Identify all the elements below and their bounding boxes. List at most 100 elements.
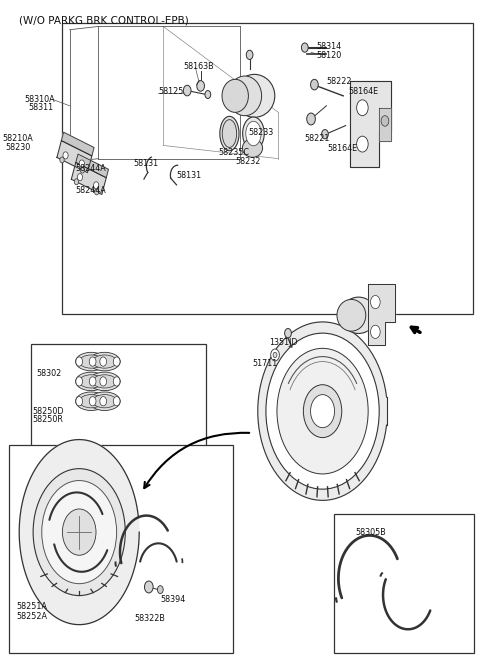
- Text: 58244A: 58244A: [75, 186, 106, 195]
- Circle shape: [357, 136, 368, 152]
- Polygon shape: [61, 132, 94, 156]
- Ellipse shape: [79, 355, 103, 368]
- Circle shape: [33, 469, 125, 596]
- Circle shape: [285, 329, 291, 338]
- Circle shape: [322, 130, 328, 139]
- Circle shape: [95, 189, 99, 195]
- Circle shape: [371, 325, 380, 338]
- Circle shape: [266, 333, 379, 489]
- Text: 58163B: 58163B: [183, 62, 214, 71]
- Circle shape: [301, 43, 308, 52]
- Ellipse shape: [75, 372, 107, 391]
- Ellipse shape: [79, 395, 103, 408]
- Polygon shape: [57, 141, 92, 173]
- Ellipse shape: [93, 395, 117, 408]
- Circle shape: [277, 348, 368, 474]
- Circle shape: [311, 395, 335, 428]
- Text: 58252A: 58252A: [17, 611, 48, 621]
- Text: 58164E: 58164E: [348, 87, 378, 96]
- Text: 58120: 58120: [317, 51, 342, 60]
- Circle shape: [89, 357, 96, 366]
- Polygon shape: [379, 108, 391, 141]
- Text: 58221: 58221: [305, 134, 330, 143]
- Circle shape: [371, 295, 380, 309]
- Ellipse shape: [79, 375, 103, 388]
- Ellipse shape: [75, 352, 107, 371]
- Text: 58131: 58131: [133, 159, 158, 168]
- Circle shape: [246, 50, 253, 59]
- Ellipse shape: [246, 121, 261, 145]
- Circle shape: [62, 509, 96, 555]
- Text: 58164E: 58164E: [327, 143, 358, 153]
- Ellipse shape: [228, 76, 262, 116]
- Circle shape: [381, 116, 389, 126]
- Polygon shape: [19, 440, 139, 625]
- Text: 58244A: 58244A: [75, 164, 106, 173]
- Circle shape: [307, 113, 315, 125]
- Text: 58311: 58311: [29, 103, 54, 112]
- Text: 58233: 58233: [249, 128, 274, 137]
- Polygon shape: [350, 81, 391, 167]
- Circle shape: [89, 397, 96, 406]
- Circle shape: [113, 397, 120, 406]
- Polygon shape: [76, 154, 108, 178]
- Ellipse shape: [93, 355, 117, 368]
- Circle shape: [157, 586, 163, 594]
- Circle shape: [79, 160, 84, 167]
- Text: 58394: 58394: [161, 595, 186, 604]
- Text: 58235C: 58235C: [218, 147, 250, 157]
- Text: 58125: 58125: [158, 87, 184, 96]
- Circle shape: [76, 357, 83, 366]
- Circle shape: [144, 581, 153, 593]
- Text: 58232: 58232: [235, 157, 261, 166]
- Polygon shape: [368, 284, 395, 345]
- Ellipse shape: [242, 139, 263, 157]
- Ellipse shape: [242, 117, 264, 150]
- Bar: [9, 445, 233, 653]
- Text: 58230: 58230: [6, 143, 31, 152]
- Ellipse shape: [75, 392, 107, 410]
- Ellipse shape: [234, 75, 275, 118]
- Text: 58131: 58131: [177, 171, 202, 180]
- Text: 1351JD: 1351JD: [269, 338, 297, 347]
- Circle shape: [357, 100, 368, 116]
- Text: 58302: 58302: [36, 369, 61, 378]
- Circle shape: [100, 377, 107, 386]
- Circle shape: [76, 397, 83, 406]
- Text: 58222: 58222: [326, 77, 352, 87]
- Text: 58305B: 58305B: [355, 527, 386, 537]
- Ellipse shape: [93, 375, 117, 388]
- Circle shape: [89, 377, 96, 386]
- Text: 58250R: 58250R: [33, 415, 63, 424]
- Text: 58210A: 58210A: [2, 134, 33, 143]
- Ellipse shape: [89, 352, 120, 371]
- Circle shape: [205, 91, 211, 98]
- Ellipse shape: [222, 79, 249, 112]
- Ellipse shape: [222, 120, 237, 147]
- Circle shape: [63, 152, 68, 159]
- Circle shape: [74, 178, 79, 184]
- Circle shape: [183, 85, 191, 96]
- Circle shape: [303, 385, 342, 438]
- Text: 58251A: 58251A: [17, 602, 48, 611]
- Bar: [62, 23, 473, 314]
- Circle shape: [100, 397, 107, 406]
- Ellipse shape: [89, 392, 120, 410]
- Circle shape: [113, 377, 120, 386]
- Circle shape: [273, 352, 277, 358]
- Text: (W/O PARKG BRK CONTROL-EPB): (W/O PARKG BRK CONTROL-EPB): [19, 16, 189, 26]
- Polygon shape: [258, 322, 386, 500]
- Circle shape: [100, 357, 107, 366]
- Bar: [31, 344, 206, 473]
- Bar: [334, 514, 474, 653]
- Ellipse shape: [337, 299, 366, 331]
- Circle shape: [76, 377, 83, 386]
- Polygon shape: [72, 163, 106, 194]
- Text: 51711: 51711: [252, 359, 277, 368]
- Ellipse shape: [220, 116, 239, 151]
- Text: 58314: 58314: [317, 42, 342, 51]
- Text: 58310A: 58310A: [24, 95, 55, 104]
- Circle shape: [113, 357, 120, 366]
- Text: 58250D: 58250D: [33, 407, 64, 416]
- Circle shape: [77, 174, 83, 180]
